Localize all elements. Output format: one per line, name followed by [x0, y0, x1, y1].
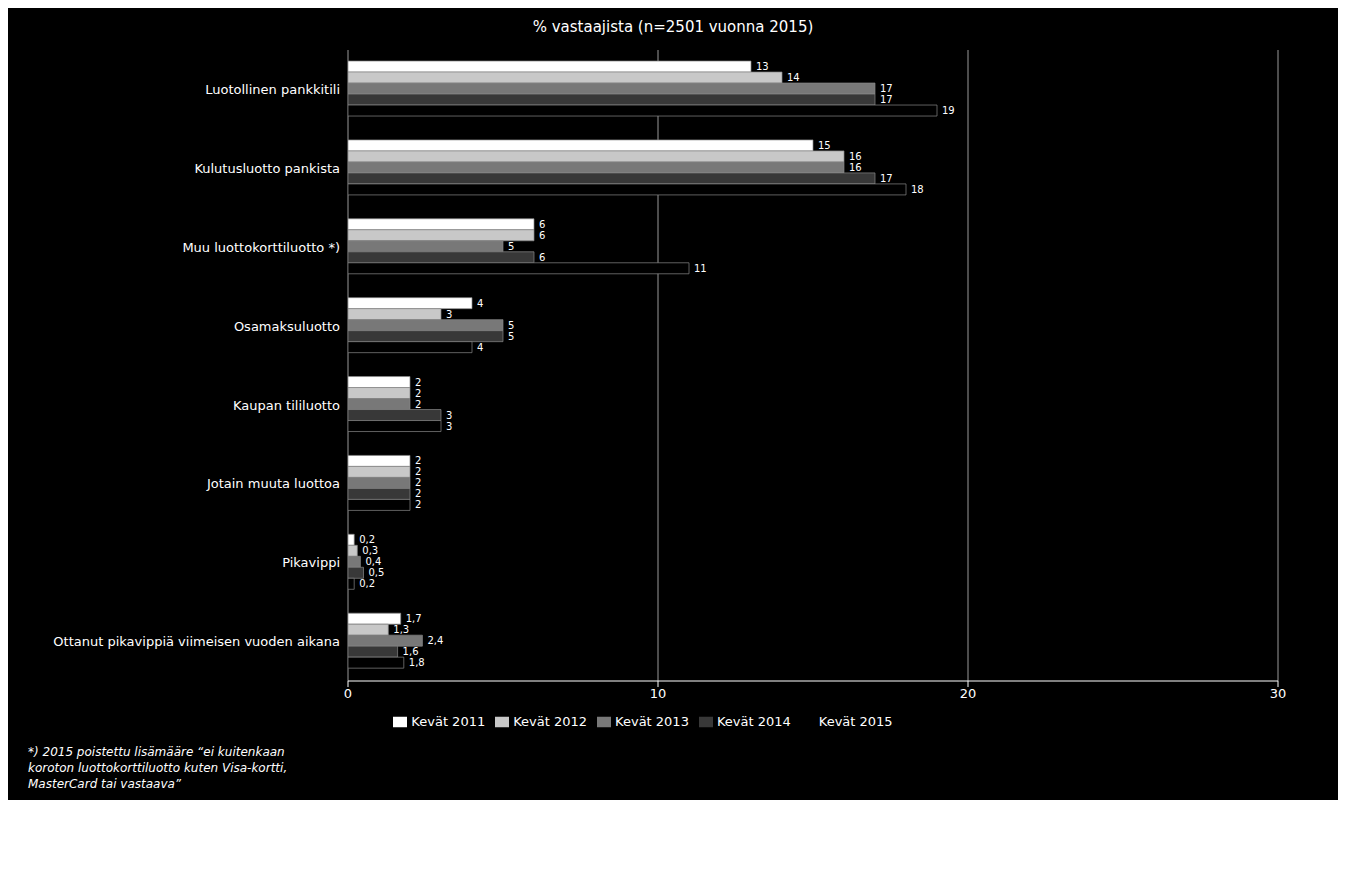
svg-text:3: 3: [446, 421, 452, 432]
svg-text:0,3: 0,3: [362, 545, 378, 556]
svg-text:16: 16: [849, 162, 862, 173]
svg-text:14: 14: [787, 72, 800, 83]
svg-text:16: 16: [849, 151, 862, 162]
svg-text:20: 20: [960, 686, 977, 701]
svg-text:19: 19: [942, 105, 955, 116]
svg-text:Jotain muuta luottoa: Jotain muuta luottoa: [206, 476, 340, 491]
svg-text:6: 6: [539, 230, 545, 241]
svg-text:2: 2: [415, 488, 421, 499]
svg-text:Kaupan tililuotto: Kaupan tililuotto: [233, 398, 340, 413]
html-text:Kevät 2013: Kevät 2013: [615, 714, 689, 729]
svg-text:Luotollinen pankkitili: Luotollinen pankkitili: [205, 82, 340, 97]
svg-text:Osamaksuluotto: Osamaksuluotto: [234, 319, 340, 334]
svg-text:5: 5: [508, 320, 514, 331]
html-text:*) 2015 poistettu lisämääre “e: *) 2015 poistettu lisämääre “ei kuitenka…: [28, 745, 288, 791]
svg-text:0,2: 0,2: [359, 534, 375, 545]
svg-text:18: 18: [911, 184, 924, 195]
svg-text:0,5: 0,5: [369, 567, 385, 578]
svg-text:2: 2: [415, 477, 421, 488]
html-text:Kevät 2015: Kevät 2015: [818, 714, 893, 729]
svg-text:2: 2: [415, 499, 421, 510]
svg-text:17: 17: [880, 83, 893, 94]
svg-text:5: 5: [508, 241, 514, 252]
svg-text:Pikavippi: Pikavippi: [282, 555, 340, 570]
svg-text:4: 4: [477, 342, 483, 353]
svg-text:30: 30: [1270, 686, 1287, 701]
svg-text:2: 2: [415, 455, 421, 466]
svg-text:11: 11: [694, 263, 707, 274]
svg-text:2,4: 2,4: [427, 635, 443, 646]
svg-text:2: 2: [415, 388, 421, 399]
svg-text:1,7: 1,7: [406, 613, 422, 624]
svg-text:2: 2: [415, 399, 421, 410]
svg-text:0: 0: [344, 686, 352, 701]
svg-text:5: 5: [508, 331, 514, 342]
svg-text:Kulutusluotto pankista: Kulutusluotto pankista: [194, 161, 340, 176]
html-text:% vastaajista (n=2501 vuonna 2: % vastaajista (n=2501 vuonna 2015): [532, 18, 814, 36]
svg-text:2: 2: [415, 466, 421, 477]
svg-text:1,6: 1,6: [403, 646, 419, 657]
html-text:Kevät 2011: Kevät 2011: [411, 714, 486, 729]
svg-text:4: 4: [477, 298, 483, 309]
svg-text:1,8: 1,8: [409, 657, 425, 668]
svg-text:Ottanut pikavippiä viimeisen v: Ottanut pikavippiä viimeisen vuoden aika…: [53, 634, 340, 649]
html-text:Kevät 2012: Kevät 2012: [513, 714, 588, 729]
svg-text:15: 15: [818, 140, 831, 151]
svg-text:3: 3: [446, 410, 452, 421]
svg-text:1,3: 1,3: [393, 624, 409, 635]
svg-text:0,2: 0,2: [359, 578, 375, 589]
svg-text:2: 2: [415, 377, 421, 388]
html-text:Kevät 2014: Kevät 2014: [716, 714, 791, 729]
svg-text:10: 10: [650, 686, 667, 701]
svg-text:Muu luottokorttiluotto *): Muu luottokorttiluotto *): [182, 240, 340, 255]
svg-text:17: 17: [880, 173, 893, 184]
svg-text:13: 13: [756, 61, 769, 72]
svg-text:0,4: 0,4: [365, 556, 381, 567]
svg-text:17: 17: [880, 94, 893, 105]
svg-text:6: 6: [539, 252, 545, 263]
svg-text:3: 3: [446, 309, 452, 320]
svg-text:6: 6: [539, 219, 545, 230]
